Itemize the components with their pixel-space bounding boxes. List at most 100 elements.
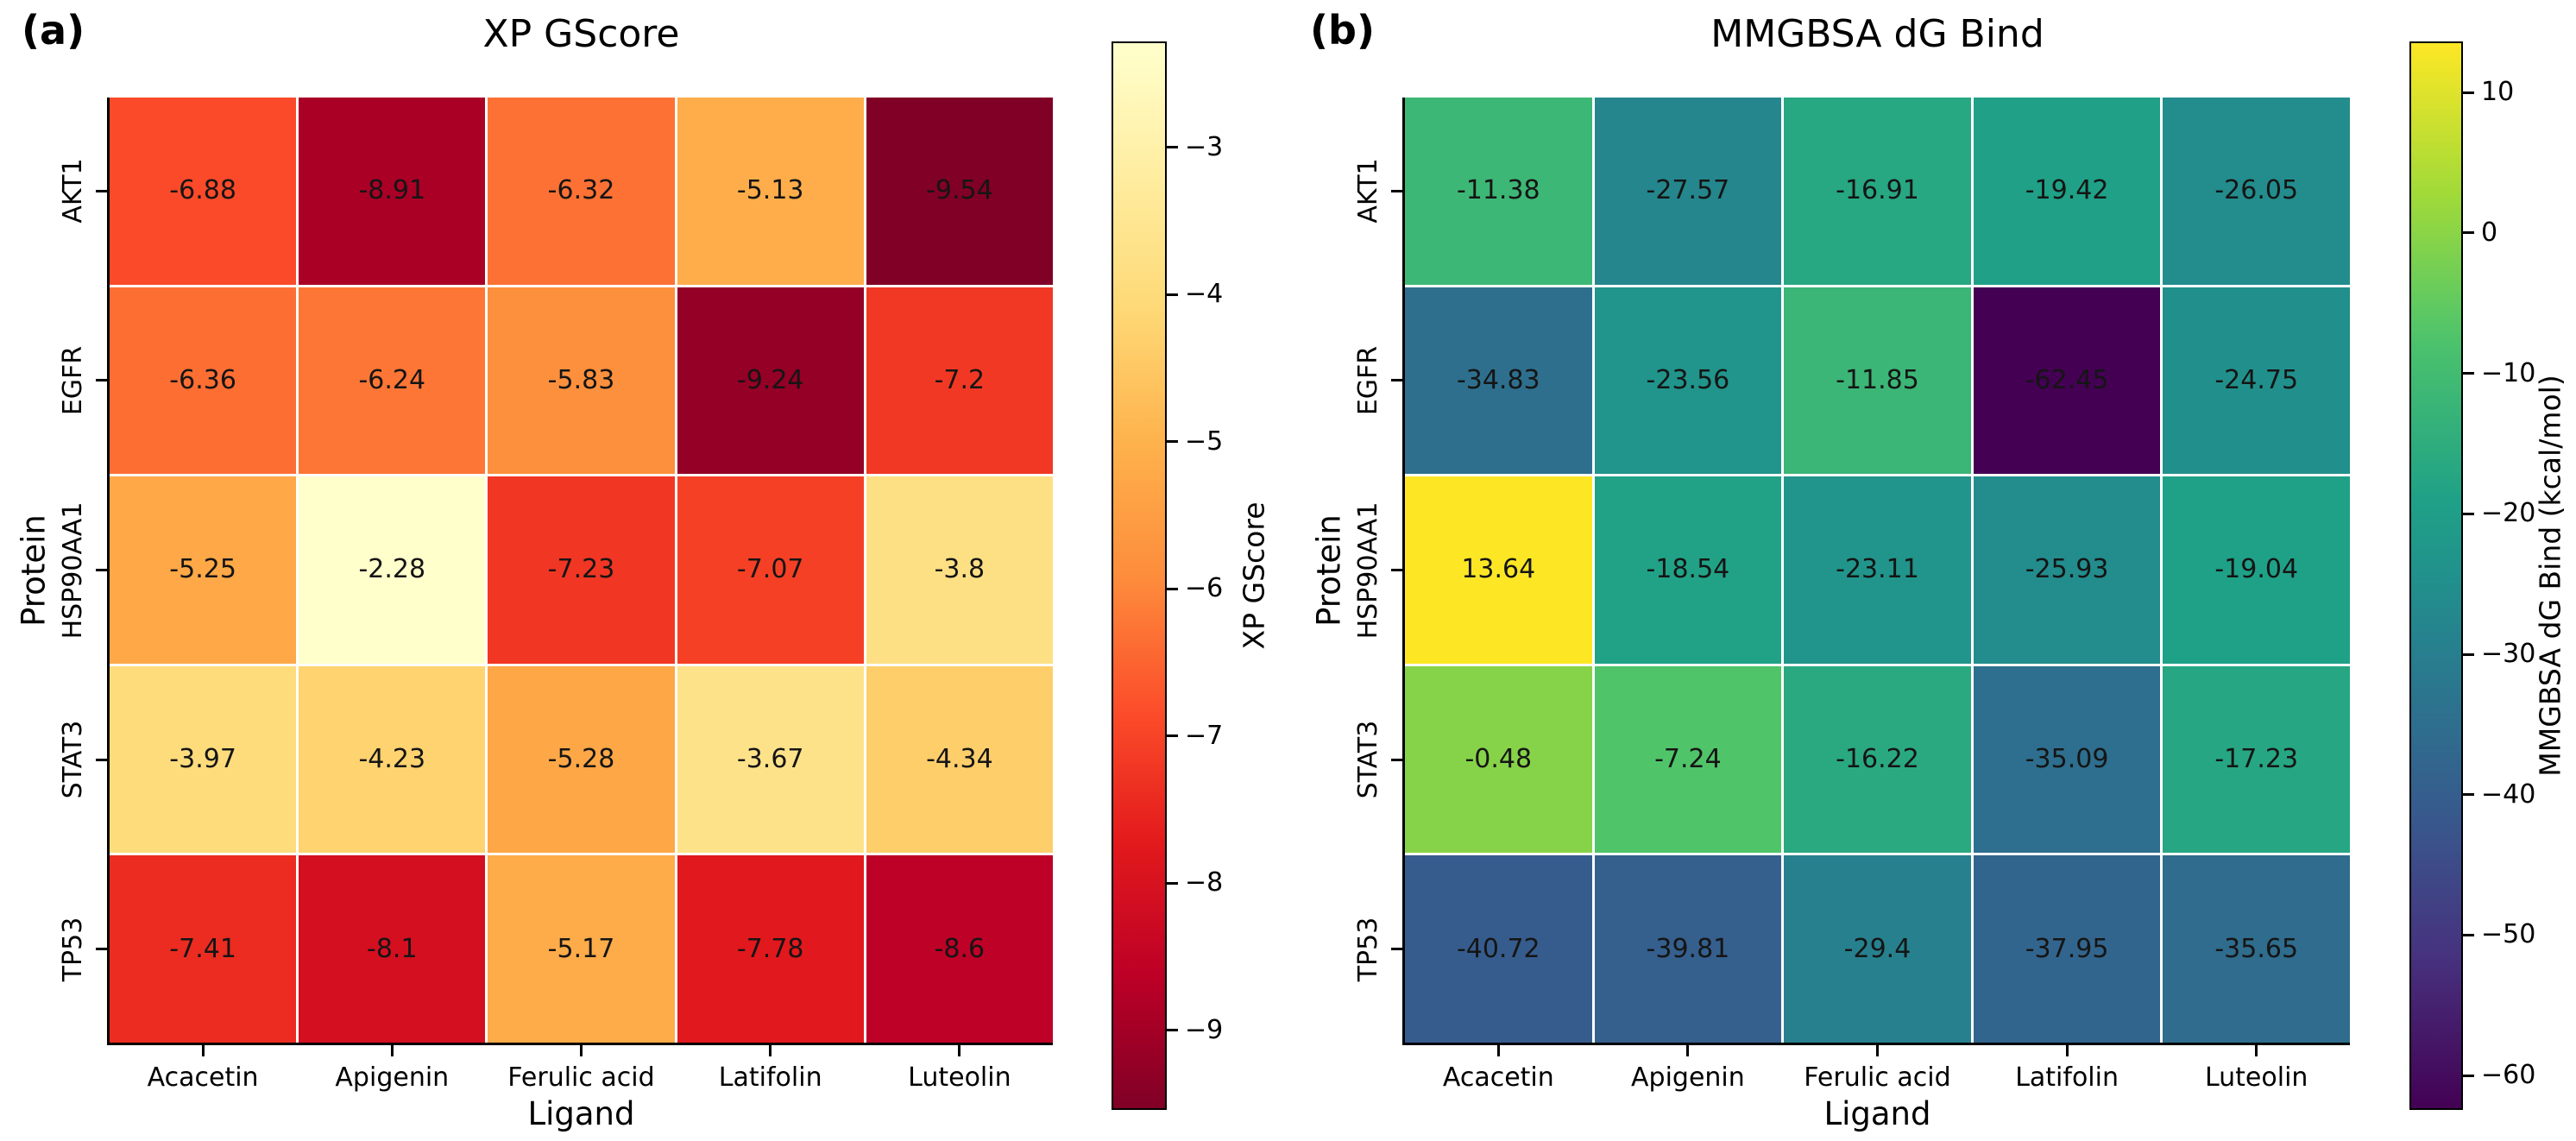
heatmap-cell: -5.28 bbox=[488, 665, 675, 854]
colorbar-tick-mark bbox=[1167, 881, 1178, 885]
heatmap-cell: -5.17 bbox=[488, 855, 675, 1043]
heatmap-cell: -27.57 bbox=[1594, 98, 1782, 285]
heatmap-cell: -34.83 bbox=[1405, 287, 1592, 475]
y-tick-label: STAT3 bbox=[58, 720, 88, 799]
heatmap-cell: -37.95 bbox=[1973, 855, 2161, 1043]
panel-b-colorbar bbox=[2409, 41, 2463, 1110]
colorbar-tick-label: 0 bbox=[2481, 217, 2498, 248]
y-tick-label: EGFR bbox=[1353, 345, 1383, 416]
heatmap-cell: -62.45 bbox=[1973, 287, 2161, 475]
x-tick-label: Latifolin bbox=[2015, 1062, 2119, 1093]
x-tick-mark bbox=[1496, 1045, 1500, 1056]
panel-a-x-axis-label: Ligand bbox=[527, 1095, 635, 1132]
colorbar-tick-mark bbox=[2463, 372, 2474, 375]
colorbar-tick-mark bbox=[2463, 793, 2474, 797]
x-tick-mark bbox=[2065, 1045, 2069, 1056]
heatmap-cell: -7.78 bbox=[677, 855, 864, 1043]
heatmap-cell: -2.28 bbox=[299, 476, 486, 664]
heatmap-cell: -25.93 bbox=[1973, 476, 2161, 664]
heatmap-cell: -35.65 bbox=[2163, 855, 2350, 1043]
y-tick-mark bbox=[96, 379, 107, 382]
colorbar-tick-mark bbox=[2463, 231, 2474, 235]
x-tick-mark bbox=[769, 1045, 772, 1056]
colorbar-tick-mark bbox=[1167, 293, 1178, 296]
x-tick-label: Ferulic acid bbox=[1804, 1062, 1951, 1093]
y-tick-mark bbox=[1391, 189, 1402, 192]
heatmap-cell: -7.2 bbox=[866, 287, 1053, 475]
colorbar-tick-mark bbox=[1167, 734, 1178, 738]
heatmap-cell: -39.81 bbox=[1594, 855, 1782, 1043]
panel-a-title: XP GScore bbox=[482, 12, 680, 56]
heatmap-cell: -24.75 bbox=[2163, 287, 2350, 475]
colorbar-tick-label: −30 bbox=[2481, 639, 2536, 670]
y-tick-mark bbox=[96, 948, 107, 951]
colorbar-tick-mark bbox=[1167, 587, 1178, 590]
colorbar-tick-label: −3 bbox=[1185, 131, 1224, 162]
heatmap-cell: -7.23 bbox=[488, 476, 675, 664]
colorbar-tick-mark bbox=[2463, 933, 2474, 936]
heatmap-cell: -4.23 bbox=[299, 665, 486, 854]
y-tick-label: HSP90AA1 bbox=[1353, 501, 1383, 639]
y-tick-mark bbox=[96, 569, 107, 571]
heatmap-cell: -18.54 bbox=[1594, 476, 1782, 664]
colorbar-tick-mark bbox=[1167, 1029, 1178, 1032]
heatmap-cell: -19.42 bbox=[1973, 98, 2161, 285]
heatmap-cell: -29.4 bbox=[1784, 855, 1971, 1043]
colorbar-tick-label: 10 bbox=[2481, 77, 2515, 108]
colorbar-tick-label: −40 bbox=[2481, 779, 2536, 810]
y-tick-mark bbox=[1391, 758, 1402, 761]
heatmap-cell: -23.56 bbox=[1594, 287, 1782, 475]
colorbar-tick-label: −60 bbox=[2481, 1060, 2536, 1091]
heatmap-cell: -16.91 bbox=[1784, 98, 1971, 285]
y-tick-label: TP53 bbox=[58, 917, 88, 981]
heatmap-cell: -6.36 bbox=[110, 287, 297, 475]
y-tick-label: TP53 bbox=[1353, 917, 1383, 981]
colorbar-tick-mark bbox=[2463, 652, 2474, 656]
heatmap-cell: -35.09 bbox=[1973, 665, 2161, 854]
x-tick-mark bbox=[958, 1045, 961, 1056]
x-tick-mark bbox=[1686, 1045, 1690, 1056]
x-tick-label: Luteolin bbox=[908, 1062, 1011, 1093]
heatmap-cell: -40.72 bbox=[1405, 855, 1592, 1043]
panel-b-y-axis-label: Protein bbox=[1310, 514, 1348, 627]
colorbar-tick-label: −8 bbox=[1185, 867, 1224, 898]
heatmap-cell: -3.67 bbox=[677, 665, 864, 854]
x-tick-mark bbox=[390, 1045, 394, 1056]
x-tick-label: Acacetin bbox=[1442, 1062, 1554, 1093]
heatmap-cell: -8.91 bbox=[299, 98, 486, 285]
colorbar-tick-label: −4 bbox=[1185, 279, 1224, 310]
y-tick-label: AKT1 bbox=[1353, 158, 1383, 224]
heatmap-cell: -11.85 bbox=[1784, 287, 1971, 475]
colorbar-tick-label: −20 bbox=[2481, 498, 2536, 529]
panel-b-tag: (b) bbox=[1310, 7, 1375, 54]
heatmap-cell: -19.04 bbox=[2163, 476, 2350, 664]
colorbar-tick-label: −10 bbox=[2481, 357, 2536, 388]
heatmap-cell: -6.32 bbox=[488, 98, 675, 285]
heatmap-cell: -23.11 bbox=[1784, 476, 1971, 664]
heatmap-cell: -16.22 bbox=[1784, 665, 1971, 854]
colorbar-tick-label: −6 bbox=[1185, 573, 1224, 604]
y-tick-mark bbox=[1391, 948, 1402, 951]
y-tick-label: HSP90AA1 bbox=[58, 501, 88, 639]
x-tick-mark bbox=[201, 1045, 205, 1056]
panel-a-tag: (a) bbox=[22, 7, 85, 54]
x-tick-label: Apigenin bbox=[1631, 1062, 1745, 1093]
heatmap-cell: 13.64 bbox=[1405, 476, 1592, 664]
heatmap-cell: -5.13 bbox=[677, 98, 864, 285]
colorbar-tick-mark bbox=[1167, 440, 1178, 444]
colorbar-tick-mark bbox=[1167, 146, 1178, 149]
y-tick-label: STAT3 bbox=[1353, 720, 1383, 799]
x-tick-label: Acacetin bbox=[147, 1062, 259, 1093]
colorbar-tick-mark bbox=[2463, 512, 2474, 515]
heatmap-cell: -9.24 bbox=[677, 287, 864, 475]
panel-a-heatmap-grid: -6.88 -8.91 -6.32 -5.13 -9.54 -6.36 -6.24 -5.83… bbox=[110, 98, 1053, 1043]
x-tick-label: Latifolin bbox=[718, 1062, 822, 1093]
heatmap-cell: -26.05 bbox=[2163, 98, 2350, 285]
x-tick-mark bbox=[1876, 1045, 1879, 1056]
heatmap-cell: -5.83 bbox=[488, 287, 675, 475]
panel-b-left-spine bbox=[1402, 98, 1405, 1045]
colorbar-tick-label: −5 bbox=[1185, 426, 1224, 457]
